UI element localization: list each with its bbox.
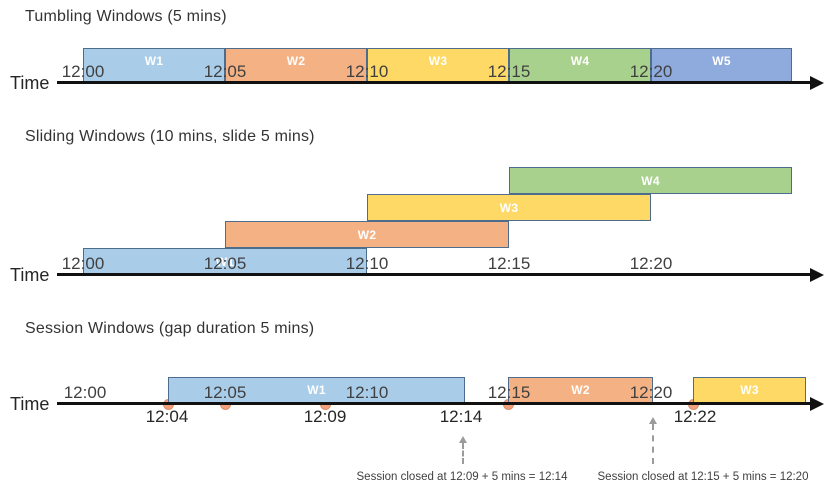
event-time-1222: 12:22 <box>673 407 717 426</box>
session-close-arrow-2-icon <box>649 417 657 464</box>
window-label-w4: W4 <box>570 54 590 68</box>
event-time-1204: 12:04 <box>145 407 189 426</box>
session-title: Session Windows (gap duration 5 mins) <box>25 320 315 337</box>
session-close-annotation-1: Session closed at 12:09 + 5 mins = 12:14 <box>356 471 568 483</box>
tumbling-tick-1200: 12:00 <box>61 62 105 81</box>
sliding-title: Sliding Windows (10 mins, slide 5 mins) <box>25 128 315 145</box>
arrow-up-head-icon <box>649 417 657 424</box>
sliding-tick-1220: 12:20 <box>629 254 673 273</box>
tumbling-tick-1210: 12:10 <box>345 62 389 81</box>
window-label-w2: W2 <box>571 383 590 397</box>
sliding-tick-1205: 12:05 <box>203 254 247 273</box>
session-tick-1210: 12:10 <box>345 383 389 402</box>
tumbling-tick-1220: 12:20 <box>629 62 673 81</box>
session-tick-1200: 12:00 <box>63 383 107 402</box>
sliding-timeline <box>57 273 811 276</box>
sliding-window-w4: W4 <box>509 167 792 194</box>
sliding-window-w1: W1 <box>83 248 367 275</box>
window-label-w3: W3 <box>428 54 448 68</box>
session-tick-1215: 12:15 <box>487 383 531 402</box>
window-label-w3: W3 <box>740 383 759 397</box>
session-window-w2: W2 <box>508 377 653 403</box>
tumbling-window-w3: W3 <box>367 48 509 83</box>
tumbling-tick-1205: 12:05 <box>203 62 247 81</box>
window-label-w4: W4 <box>641 173 660 188</box>
window-label-w1: W1 <box>215 254 235 269</box>
arrow-up-head-icon <box>459 436 467 443</box>
sliding-window-w3: W3 <box>367 194 651 221</box>
session-tick-1220: 12:20 <box>629 383 673 402</box>
session-close-annotation-2: Session closed at 12:15 + 5 mins = 12:20 <box>597 471 809 483</box>
event-time-1209: 12:09 <box>303 407 347 426</box>
sliding-timeline-arrowhead-icon <box>810 267 824 282</box>
window-label-w5: W5 <box>712 54 731 68</box>
session-timeline <box>57 402 811 405</box>
session-close-arrow-1-icon <box>459 436 467 464</box>
window-label-w1: W1 <box>144 54 164 68</box>
session-timeline-arrowhead-icon <box>810 396 824 411</box>
arrow-dashed-line <box>652 424 654 464</box>
tumbling-window-w1: W1 <box>83 48 225 83</box>
sliding-window-w2: W2 <box>225 221 509 248</box>
sliding-tick-1215: 12:15 <box>487 254 531 273</box>
window-label-w3: W3 <box>499 200 519 215</box>
sliding-tick-1200: 12:00 <box>61 254 105 273</box>
tumbling-window-w5: W5 <box>651 48 792 83</box>
sliding-time-axis-label: Time <box>10 265 50 285</box>
session-window-w1: W1 <box>168 377 465 403</box>
window-label-w2: W2 <box>286 54 306 68</box>
tumbling-timeline-arrowhead-icon <box>810 75 824 90</box>
tumbling-title: Tumbling Windows (5 mins) <box>25 8 227 25</box>
tumbling-timeline <box>57 81 811 84</box>
window-label-w2: W2 <box>357 227 377 242</box>
arrow-dashed-line <box>462 443 464 464</box>
event-time-1214: 12:14 <box>439 407 483 426</box>
tumbling-tick-1215: 12:15 <box>487 62 531 81</box>
session-window-w3: W3 <box>693 377 806 403</box>
tumbling-time-axis-label: Time <box>10 73 50 93</box>
sliding-tick-1210: 12:10 <box>345 254 389 273</box>
session-time-axis-label: Time <box>10 394 50 414</box>
session-tick-1205: 12:05 <box>203 383 247 402</box>
window-label-w1: W1 <box>307 383 326 397</box>
